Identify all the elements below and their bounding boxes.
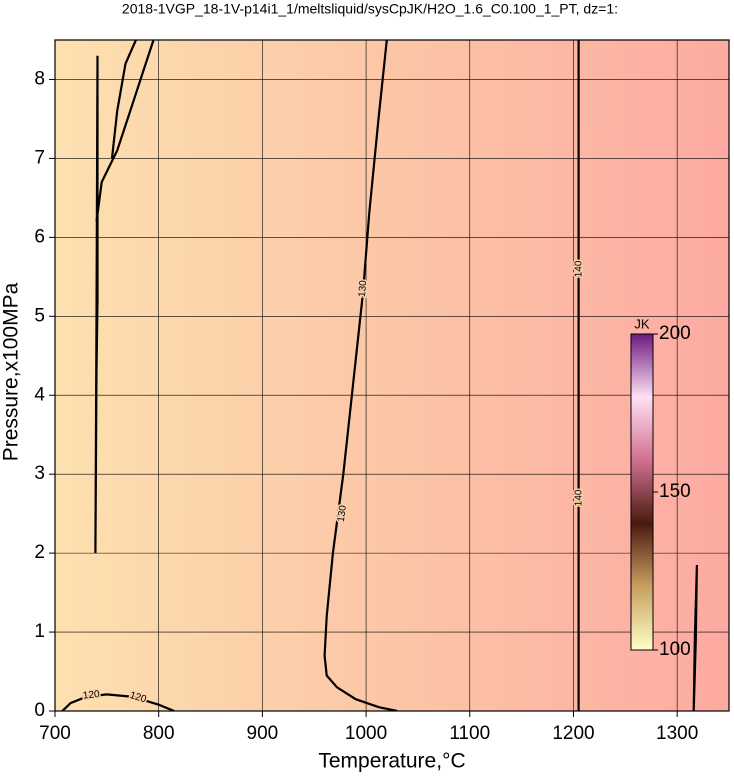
contour-label: 120 <box>82 689 100 702</box>
contour-line <box>110 40 137 159</box>
contour-line <box>95 40 155 222</box>
x-tick-label: 1100 <box>449 723 490 744</box>
x-tick-label: 800 <box>143 723 175 744</box>
y-tick-label: 1 <box>34 621 45 642</box>
plot-area <box>55 40 729 711</box>
contour-label: 130 <box>357 279 369 297</box>
contour-line <box>61 693 175 711</box>
x-tick-label: 1200 <box>552 723 594 744</box>
y-tick-label: 0 <box>34 700 45 721</box>
x-tick-label: 1000 <box>345 723 387 744</box>
x-tick-label: 900 <box>247 723 279 744</box>
contour-line <box>692 564 698 711</box>
chart-title: 2018-1VGP_18-1V-p14i1_1/meltsliquid/sysC… <box>122 1 618 17</box>
colorbar <box>630 333 654 651</box>
y-tick-label: 2 <box>34 542 45 563</box>
y-tick-label: 5 <box>34 305 45 326</box>
contour-label: 140 <box>573 260 584 277</box>
contour-label: 130 <box>336 504 349 522</box>
y-tick-label: 4 <box>34 384 45 405</box>
y-tick-label: 6 <box>34 226 45 247</box>
colorbar-tick-label: 200 <box>659 323 691 344</box>
contour-line <box>323 40 398 711</box>
contour-line <box>94 55 99 554</box>
plot-frame <box>54 39 730 712</box>
x-axis-label: Temperature,°C <box>318 750 465 773</box>
colorbar-tick-label: 100 <box>659 639 691 660</box>
x-tick-label: 1300 <box>656 723 698 744</box>
y-tick-label: 8 <box>34 68 45 89</box>
y-tick-label: 3 <box>34 463 45 484</box>
colorbar-label: JK <box>634 316 650 331</box>
y-axis-label: Pressure,x100MPa <box>0 282 23 461</box>
x-tick-label: 700 <box>39 723 71 744</box>
contour-label: 140 <box>573 489 584 506</box>
colorbar-tick-label: 150 <box>659 481 691 502</box>
y-tick-label: 7 <box>34 147 45 168</box>
